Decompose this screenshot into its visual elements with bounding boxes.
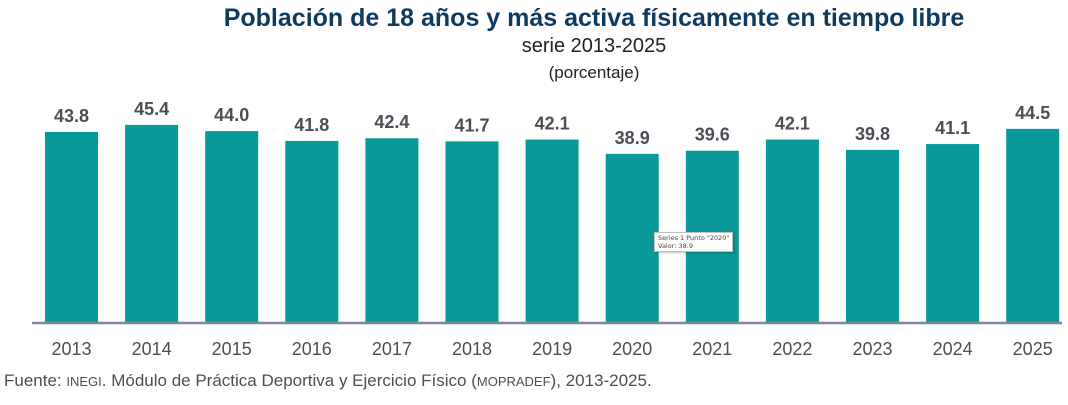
x-tick-label-2020: 2020 [612,339,652,359]
tooltip-value: Valor: 38.9 [658,242,693,250]
chart-subtitle: serie 2013-2025 [521,35,667,57]
bar-2019[interactable] [525,139,579,322]
data-label-2022: 42.1 [775,114,810,134]
x-tick-label-2023: 2023 [852,339,892,359]
data-label-2015: 44.0 [214,105,249,125]
data-point-tooltip: Series 1 Punto "2020" Valor: 38.9 [654,232,734,252]
data-label-2024: 41.1 [935,118,970,138]
bar-2017[interactable] [365,138,419,322]
bar-2013[interactable] [45,132,98,322]
x-tick-label-2025: 2025 [1013,339,1053,359]
data-label-2019: 42.1 [535,114,570,134]
x-tick-label-2019: 2019 [532,339,572,359]
x-tick-label-2013: 2013 [51,339,91,359]
bar-2024[interactable] [926,144,980,322]
x-tick-label-2021: 2021 [692,339,732,359]
data-label-2017: 42.4 [374,112,409,132]
chart-unit-label: (porcentaje) [548,63,640,82]
data-label-2013: 43.8 [54,106,89,126]
bar-2018[interactable] [445,141,499,322]
source-note: Fuente: INEGI. Módulo de Práctica Deport… [4,371,652,391]
x-tick-label-2016: 2016 [292,339,332,359]
bar-2015[interactable] [205,131,259,322]
x-tick-label-2014: 2014 [132,339,172,359]
source-suffix: ), 2013-2025. [550,371,652,390]
source-prefix: Fuente: [4,371,67,390]
data-label-2021: 39.6 [695,125,730,145]
data-label-2025: 44.5 [1015,103,1050,123]
chart-title: Población de 18 años y más activa física… [223,4,965,32]
x-tick-label-2017: 2017 [372,339,412,359]
x-tick-label-2018: 2018 [452,339,492,359]
bar-2023[interactable] [846,149,899,322]
data-label-2016: 41.8 [294,115,329,135]
tooltip-series-point: Series 1 Punto "2020" [658,234,730,242]
data-label-2023: 39.8 [855,124,890,144]
source-org: INEGI [66,374,102,389]
source-acronym: MOPRADEF [476,374,551,389]
source-middle: . Módulo de Práctica Deportiva y Ejercic… [101,371,477,390]
x-tick-label-2024: 2024 [933,339,973,359]
data-label-2018: 41.7 [454,115,489,135]
x-tick-label-2022: 2022 [772,339,812,359]
data-label-2014: 45.4 [134,99,169,119]
bar-2025[interactable] [1006,128,1060,322]
bar-2020[interactable] [605,153,659,322]
bar-2016[interactable] [285,140,339,322]
data-label-2020: 38.9 [615,128,650,148]
bar-2014[interactable] [125,124,179,322]
bar-2022[interactable] [765,139,819,322]
x-tick-label-2015: 2015 [212,339,252,359]
